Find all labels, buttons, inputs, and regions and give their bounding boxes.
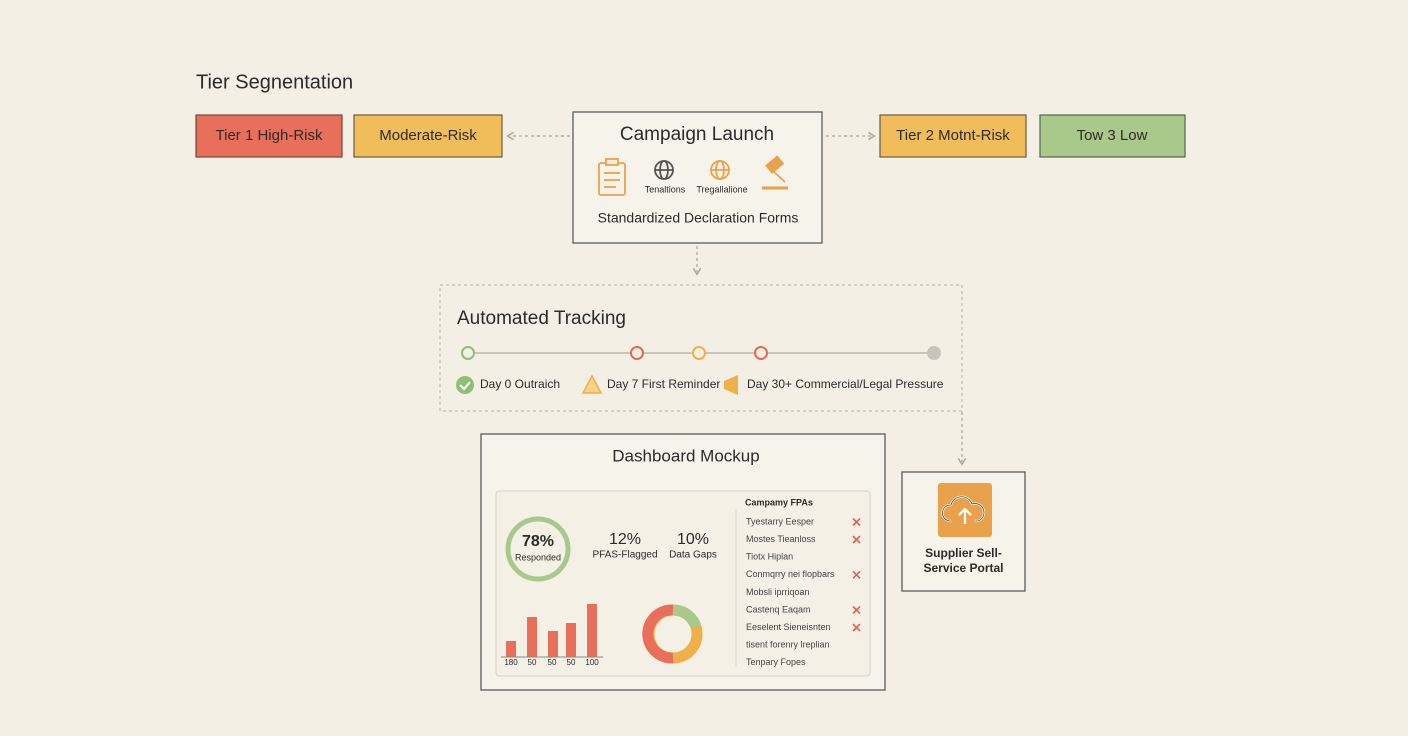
shape	[692, 346, 706, 360]
icon-label: Tregallalione	[696, 184, 747, 194]
tier-box	[353, 114, 503, 158]
campaign-title: Campaign Launch	[620, 124, 774, 145]
mini-donut	[642, 604, 703, 664]
list-item: tisent forenry lreplian	[746, 640, 830, 650]
portal-label-wrap: Supplier Sell-Service Portal	[923, 546, 1004, 575]
tier-box	[879, 114, 1027, 158]
list-title: Campamy FPAs	[745, 497, 813, 507]
list-item: Eeselent Sieneisnten	[746, 622, 831, 632]
icon-label: Tenaltions	[645, 184, 686, 194]
flag-icon	[852, 570, 861, 579]
shape	[672, 604, 702, 629]
campaign-box	[572, 111, 823, 244]
shape	[527, 617, 537, 657]
tier-label: Moderate-Risk	[379, 127, 477, 144]
check-mark	[459, 381, 471, 391]
tracking-title: Automated Tracking	[457, 308, 626, 329]
cloud-outline	[942, 496, 985, 522]
metric-label: PFAS-Flagged	[592, 550, 657, 561]
section-title: Tier Segnentation	[196, 71, 353, 93]
megaphone-icon	[724, 375, 738, 395]
list-item: Castenq Eaqam	[746, 604, 811, 614]
shape	[927, 346, 941, 360]
tier-box	[1039, 114, 1186, 158]
bar-label: 50	[528, 658, 537, 667]
icons	[598, 155, 788, 196]
bar-label: 180	[504, 658, 518, 667]
shape	[506, 641, 516, 657]
check-icon	[456, 376, 474, 394]
progress-ring	[505, 516, 571, 582]
shape	[566, 623, 576, 657]
step-label: Day 7 First Reminder	[607, 377, 720, 391]
flag-icon	[852, 535, 861, 544]
list-item: Tyestarry Eesper	[746, 516, 814, 526]
tracking-box	[439, 284, 963, 412]
list-item: Mobsli iprriqoan	[746, 587, 810, 597]
bar-label: 50	[567, 658, 576, 667]
step-label: Day 0 Outraich	[480, 377, 560, 391]
shape	[754, 346, 768, 360]
supplier-list: Tyestarry Eesper Mostes Tieanloss Tiotx Hi…	[746, 516, 861, 667]
shape	[630, 346, 644, 360]
metric-label: Data Gaps	[669, 550, 717, 561]
tier-label: Tier 2 Motnt-Risk	[896, 127, 1010, 144]
shape	[605, 158, 619, 166]
metric-value: 10%	[677, 531, 709, 548]
tier-box	[195, 114, 343, 158]
mini-bars	[506, 604, 597, 657]
portal-label: Supplier Sell-Service Portal	[923, 546, 1004, 575]
flag-icon	[852, 623, 861, 632]
campaign-caption: Standardized Declaration Forms	[598, 210, 799, 226]
shape	[765, 155, 785, 174]
shape	[771, 169, 786, 183]
bar-label: 100	[585, 658, 599, 667]
shape	[587, 604, 597, 657]
shape	[548, 631, 558, 657]
list-item: Tenpary Fopes	[746, 657, 806, 667]
list-item: Tiotx Hiplan	[746, 552, 793, 562]
shape	[461, 346, 475, 360]
dashboard-title: Dashboard Mockup	[612, 446, 759, 465]
timeline-nodes	[461, 346, 941, 360]
bar-label: 50	[548, 658, 557, 667]
list-item: Conmqrry nei flopbars	[746, 569, 835, 579]
flag-icon	[852, 517, 861, 527]
step-label: Day 30+ Commercial/Legal Pressure	[747, 377, 944, 391]
metric-value: 78%	[522, 533, 554, 550]
warning-icon	[581, 374, 603, 394]
tier-label: Tow 3 Low	[1077, 127, 1148, 144]
metric-value: 12%	[609, 531, 641, 548]
flag-icon	[852, 605, 861, 615]
tier-label: Tier 1 High-Risk	[216, 127, 323, 144]
metric-label: Responded	[515, 552, 561, 562]
shape	[642, 604, 674, 664]
list-item: Mostes Tieanloss	[746, 534, 816, 544]
